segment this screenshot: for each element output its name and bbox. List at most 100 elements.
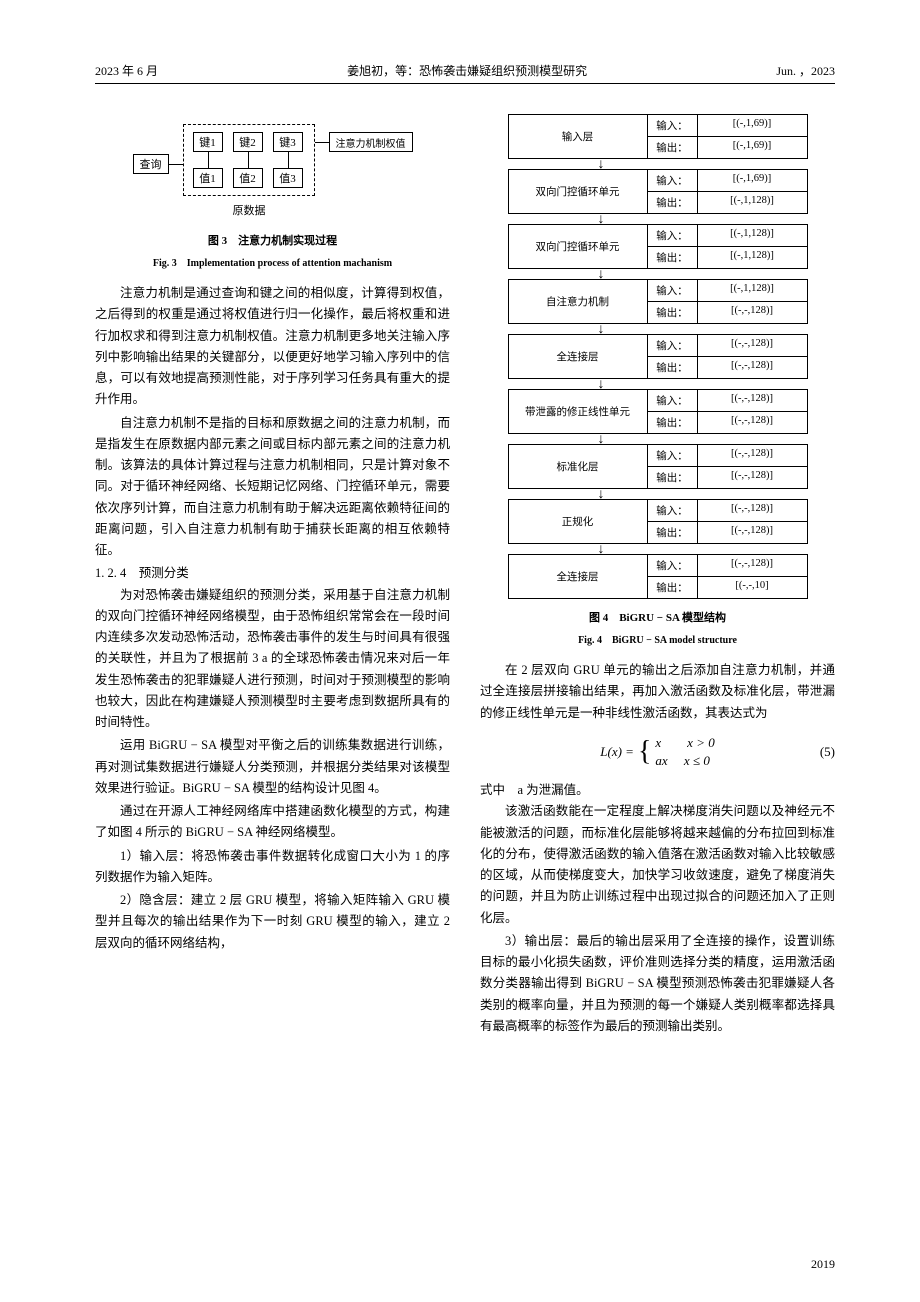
output-label: 输出： <box>648 192 698 213</box>
input-shape: [(-,-,128)] <box>698 335 807 356</box>
rawdata-label: 原数据 <box>233 202 266 218</box>
key1-box: 键1 <box>193 132 223 152</box>
layer-io: 输入：[(-,1,128)]输出：[(-,1,128)] <box>648 224 808 269</box>
model-layer-row: 输入层输入：[(-,1,69)]输出：[(-,1,69)] <box>508 114 808 159</box>
page-number: 2019 <box>811 1257 835 1272</box>
layer-name: 双向门控循环单元 <box>508 169 648 214</box>
model-layer-row: ↓双向门控循环单元输入：[(-,1,69)]输出：[(-,1,128)] <box>508 169 808 214</box>
output-shape: [(-,1,69)] <box>698 137 807 158</box>
content-columns: 查询 键1 键2 键3 值1 值2 值3 注意力机制权值 原数据 图 3 注意力… <box>95 114 835 1039</box>
para-l2-3: 1）输入层：将恐怖袭击事件数据转化成窗口大小为 1 的序列数据作为输入矩阵。 <box>95 846 450 889</box>
section-124: 1. 2. 4 预测分类 <box>95 563 450 584</box>
layer-io: 输入：[(-,1,69)]输出：[(-,1,69)] <box>648 114 808 159</box>
model-layer-row: ↓带泄露的修正线性单元输入：[(-,-,128)]输出：[(-,-,128)] <box>508 389 808 434</box>
input-shape: [(-,-,128)] <box>698 555 807 576</box>
output-shape: [(-,-,128)] <box>698 302 807 323</box>
output-label: 输出： <box>648 302 698 323</box>
para-r2-0: 该激活函数能在一定程度上解决梯度消失问题以及神经元不能被激活的问题，而标准化层能… <box>480 801 835 929</box>
output-shape: [(-,-,128)] <box>698 357 807 378</box>
output-label: 输出： <box>648 467 698 488</box>
input-shape: [(-,-,128)] <box>698 445 807 466</box>
model-layer-row: ↓全连接层输入：[(-,-,128)]输出：[(-,-,128)] <box>508 334 808 379</box>
right-column: 输入层输入：[(-,1,69)]输出：[(-,1,69)]↓双向门控循环单元输入… <box>480 114 835 1039</box>
layer-name: 输入层 <box>508 114 648 159</box>
header-right: Jun. ，2023 <box>776 62 835 79</box>
fig3-caption-en: Fig. 3 Implementation process of attenti… <box>95 254 450 269</box>
val1-box: 值1 <box>193 168 223 188</box>
input-label: 输入： <box>648 445 698 466</box>
input-label: 输入： <box>648 280 698 301</box>
eq-lhs: L(x) = <box>600 744 634 760</box>
fig3-caption-cn: 图 3 注意力机制实现过程 <box>95 232 450 248</box>
model-layer-row: ↓标准化层输入：[(-,-,128)]输出：[(-,-,128)] <box>508 444 808 489</box>
left-column: 查询 键1 键2 键3 值1 值2 值3 注意力机制权值 原数据 图 3 注意力… <box>95 114 450 1039</box>
output-shape: [(-,-,128)] <box>698 412 807 433</box>
arrow-down-icon: ↓ <box>598 377 605 393</box>
output-shape: [(-,1,128)] <box>698 192 807 213</box>
layer-io: 输入：[(-,1,128)]输出：[(-,-,128)] <box>648 279 808 324</box>
key3-box: 键3 <box>273 132 303 152</box>
input-label: 输入： <box>648 500 698 521</box>
header-center: 姜旭初，等：恐怖袭击嫌疑组织预测模型研究 <box>158 62 776 79</box>
val3-box: 值3 <box>273 168 303 188</box>
layer-io: 输入：[(-,-,128)]输出：[(-,-,128)] <box>648 499 808 544</box>
arrow-down-icon: ↓ <box>598 322 605 338</box>
query-box: 查询 <box>133 154 169 174</box>
input-label: 输入： <box>648 225 698 246</box>
para-l2-1: 运用 BiGRU − SA 模型对平衡之后的训练集数据进行训练，再对测试集数据进… <box>95 735 450 799</box>
layer-io: 输入：[(-,-,128)]输出：[(-,-,128)] <box>648 334 808 379</box>
eq-num: (5) <box>820 744 835 760</box>
arrow-down-icon: ↓ <box>598 432 605 448</box>
input-shape: [(-,1,128)] <box>698 280 807 301</box>
layer-io: 输入：[(-,1,69)]输出：[(-,1,128)] <box>648 169 808 214</box>
para-l2-4: 2）隐含层：建立 2 层 GRU 模型，将输入矩阵输入 GRU 模型并且每次的输… <box>95 890 450 954</box>
output-label: 输出： <box>648 247 698 268</box>
layer-io: 输入：[(-,-,128)]输出：[(-,-,10] <box>648 554 808 599</box>
output-shape: [(-,1,128)] <box>698 247 807 268</box>
model-layer-row: ↓双向门控循环单元输入：[(-,1,128)]输出：[(-,1,128)] <box>508 224 808 269</box>
output-label: 输出： <box>648 577 698 598</box>
layer-name: 自注意力机制 <box>508 279 648 324</box>
fig4-caption-en: Fig. 4 BiGRU − SA model structure <box>480 631 835 646</box>
arrow-down-icon: ↓ <box>598 212 605 228</box>
figure-4-diagram: 输入层输入：[(-,1,69)]输出：[(-,1,69)]↓双向门控循环单元输入… <box>508 114 808 599</box>
model-layer-row: ↓全连接层输入：[(-,-,128)]输出：[(-,-,10] <box>508 554 808 599</box>
figure-3-diagram: 查询 键1 键2 键3 值1 值2 值3 注意力机制权值 原数据 <box>133 124 413 224</box>
output-shape: [(-,-,10] <box>698 577 807 598</box>
where-clause: 式中 a 为泄漏值。 <box>480 780 835 801</box>
layer-name: 双向门控循环单元 <box>508 224 648 269</box>
val2-box: 值2 <box>233 168 263 188</box>
para-r-0: 在 2 层双向 GRU 单元的输出之后添加自注意力机制，并通过全连接层拼接输出结… <box>480 660 835 724</box>
input-label: 输入： <box>648 115 698 136</box>
arrow-down-icon: ↓ <box>598 487 605 503</box>
input-label: 输入： <box>648 555 698 576</box>
model-layer-row: ↓自注意力机制输入：[(-,1,128)]输出：[(-,-,128)] <box>508 279 808 324</box>
para-l-0: 注意力机制是通过查询和键之间的相似度，计算得到权值，之后得到的权重是通过将权值进… <box>95 283 450 411</box>
layer-name: 全连接层 <box>508 554 648 599</box>
input-shape: [(-,-,128)] <box>698 390 807 411</box>
key2-box: 键2 <box>233 132 263 152</box>
input-label: 输入： <box>648 335 698 356</box>
layer-name: 正规化 <box>508 499 648 544</box>
fig4-caption-cn: 图 4 BiGRU − SA 模型结构 <box>480 609 835 625</box>
layer-name: 带泄露的修正线性单元 <box>508 389 648 434</box>
para-l-1: 自注意力机制不是指的目标和原数据之间的注意力机制，而是指发生在原数据内部元素之间… <box>95 413 450 562</box>
eq-case1: x x > 0 <box>655 735 714 750</box>
layer-name: 全连接层 <box>508 334 648 379</box>
input-shape: [(-,1,128)] <box>698 225 807 246</box>
layer-io: 输入：[(-,-,128)]输出：[(-,-,128)] <box>648 389 808 434</box>
para-r2-1: 3）输出层：最后的输出层采用了全连接的操作，设置训练目标的最小化损失函数，评价准… <box>480 931 835 1037</box>
model-layer-row: ↓正规化输入：[(-,-,128)]输出：[(-,-,128)] <box>508 499 808 544</box>
input-label: 输入： <box>648 170 698 191</box>
input-shape: [(-,-,128)] <box>698 500 807 521</box>
page-header: 2023 年 6 月 姜旭初，等：恐怖袭击嫌疑组织预测模型研究 Jun. ，20… <box>95 62 835 84</box>
output-shape: [(-,-,128)] <box>698 467 807 488</box>
output-box: 注意力机制权值 <box>329 132 413 152</box>
output-label: 输出： <box>648 357 698 378</box>
para-l2-2: 通过在开源人工神经网络库中搭建函数化模型的方式，构建了如图 4 所示的 BiGR… <box>95 801 450 844</box>
para-l2-0: 为对恐怖袭击嫌疑组织的预测分类，采用基于自注意力机制的双向门控循环神经网络模型，… <box>95 585 450 734</box>
output-shape: [(-,-,128)] <box>698 522 807 543</box>
arrow-down-icon: ↓ <box>598 267 605 283</box>
layer-io: 输入：[(-,-,128)]输出：[(-,-,128)] <box>648 444 808 489</box>
output-label: 输出： <box>648 137 698 158</box>
